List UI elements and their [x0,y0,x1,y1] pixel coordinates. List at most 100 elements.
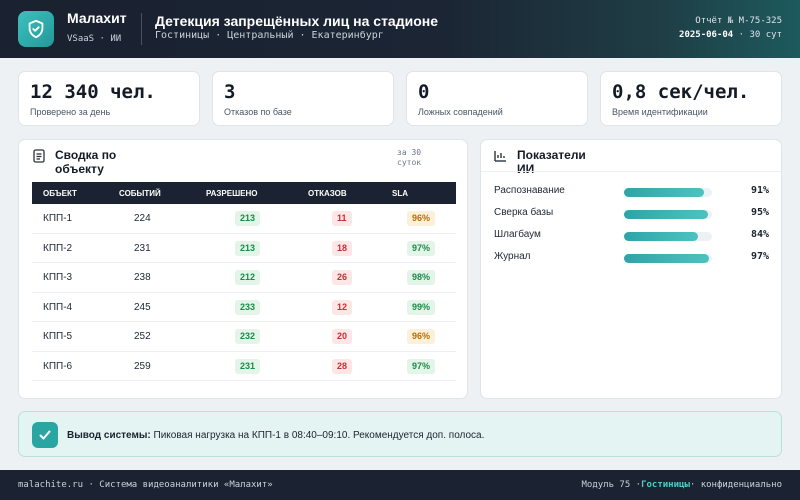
cell-sla: 97% [407,358,436,374]
summary-panel: Сводка по объекту за 30 суток ОБЪЕКТ СОБ… [18,139,468,399]
cell-allowed: 212 [235,270,261,285]
kpi-label: Проверено за день [30,107,111,117]
metric-track [624,210,712,219]
cell-allowed: 213 [235,211,261,226]
metric-name: Сверка базы [494,207,554,218]
footer-highlight: Гостиницы [641,480,690,490]
summary-table: ОБЪЕКТ СОБЫТИЙ РАЗРЕШЕНО ОТКАЗОВ SLA КПП… [32,182,456,381]
cell-events: 259 [134,360,151,372]
header-divider [141,13,142,45]
metric-name: Распознавание [494,185,565,196]
kpi-label: Ложных совпадений [418,107,503,117]
cell-denied: 20 [332,329,353,344]
kpi-value: 0,8 сек/чел. [612,81,750,103]
kpi-label: Время идентификации [612,107,708,117]
brand-subtitle: VSaaS · ИИ [67,34,122,44]
cell-events: 224 [134,213,151,224]
cell-denied: 28 [332,358,353,374]
page-title: Детекция запрещённых лиц на стадионе [155,13,439,29]
metrics-title: Показатели ИИ [517,148,586,176]
report-period: 30 сут [749,30,782,40]
shield-check-icon [18,11,54,47]
table-row: КПП-4 245 233 12 99% [32,293,456,322]
column-header: СОБЫТИЙ [119,189,161,198]
cell-sla: 97% [407,240,436,256]
document-icon [33,149,45,168]
kpi-card-id-time: 0,8 сек/чел. Время идентификации [600,71,782,126]
page-subtitle: Гостиницы · Центральный · Екатеринбург [155,30,384,41]
column-header: ОБЪЕКТ [43,189,77,198]
cell-events: 252 [134,331,151,342]
cell-denied: 26 [332,270,353,285]
metric-value: 91% [750,185,769,196]
cell-allowed: 233 [235,299,261,315]
column-header: SLA [392,189,408,198]
metric-name: Журнал [494,251,531,262]
metric-track [624,232,712,241]
kpi-value: 12 340 чел. [30,81,156,103]
cell-allowed: 231 [235,358,261,374]
cell-object: КПП-3 [43,272,73,283]
metric-fill [624,210,708,219]
cell-events: 245 [134,301,151,313]
cell-object: КПП-1 [43,213,73,224]
cell-allowed: 232 [235,329,261,344]
cell-sla: 96% [407,329,436,344]
conclusion-text: Вывод системы: Пиковая нагрузка на КПП-1… [67,429,497,443]
system-conclusion: Вывод системы: Пиковая нагрузка на КПП-1… [18,411,782,457]
kpi-card-checked: 12 340 чел. Проверено за день [18,71,200,126]
check-icon [32,422,58,448]
footer-suffix: · конфиденциально [689,480,782,490]
metric-track [624,254,712,263]
metric-row: Распознавание 91% [494,184,772,200]
footer-prefix: Модуль 75 · [581,480,642,490]
cell-denied: 18 [332,240,353,256]
footer: malachite.ru · Система видеоаналитики «М… [0,470,800,500]
table-row: КПП-1 224 213 11 96% [32,204,456,234]
cell-allowed: 213 [235,240,261,256]
conclusion-body: Пиковая нагрузка на КПП-1 в 08:40–09:10.… [153,430,485,441]
cell-sla: 99% [407,299,436,315]
table-header: ОБЪЕКТ СОБЫТИЙ РАЗРЕШЕНО ОТКАЗОВ SLA [32,182,456,204]
metrics-panel: Показатели ИИ Распознавание 91% Сверка баз… [480,139,782,399]
cell-events: 231 [134,242,151,254]
conclusion-label: Вывод системы: [67,430,151,441]
header: Малахит VSaaS · ИИ Детекция запрещённых … [0,0,800,58]
brand-name: Малахит [67,10,127,26]
metric-track [624,188,712,197]
cell-denied: 11 [332,211,352,226]
cell-sla: 96% [407,211,436,226]
cell-object: КПП-4 [43,301,73,313]
cell-object: КПП-5 [43,331,73,342]
kpi-value: 3 [224,81,236,103]
panel-divider [481,171,781,172]
cell-events: 238 [134,272,151,283]
report-info: Отчёт № М-75-325 2025-06-04 · 30 сут [679,14,782,42]
table-row: КПП-5 252 232 20 96% [32,322,456,352]
metric-row: Шлагбаум 84% [494,228,772,244]
kpi-card-false-matches: 0 Ложных совпадений [406,71,588,126]
metric-row: Сверка базы 95% [494,206,772,222]
column-header: РАЗРЕШЕНО [206,189,258,198]
cell-object: КПП-6 [43,360,73,372]
metric-value: 84% [750,229,769,240]
report-number: Отчёт № М-75-325 [695,16,782,26]
metric-name: Шлагбаум [494,229,541,240]
footer-right: Модуль 75 ·Гостиницы· конфиденциально [581,480,782,490]
kpi-value: 0 [418,81,430,103]
report-period-separator: · [738,30,745,40]
column-header: ОТКАЗОВ [308,189,347,198]
table-row: КПП-3 238 212 26 98% [32,263,456,293]
bar-chart-icon [494,149,507,167]
cell-denied: 12 [332,299,353,315]
kpi-label: Отказов по базе [224,107,292,117]
table-row: КПП-2 231 213 18 97% [32,234,456,263]
report-date: 2025-06-04 [679,30,734,40]
summary-title: Сводка по объекту [55,148,117,176]
summary-period: за 30 суток [397,148,422,167]
cell-sla: 98% [407,270,436,285]
metric-value: 95% [750,207,769,218]
footer-left: malachite.ru · Система видеоаналитики «М… [18,480,273,490]
metric-value: 97% [750,251,769,262]
table-row: КПП-6 259 231 28 97% [32,352,456,381]
